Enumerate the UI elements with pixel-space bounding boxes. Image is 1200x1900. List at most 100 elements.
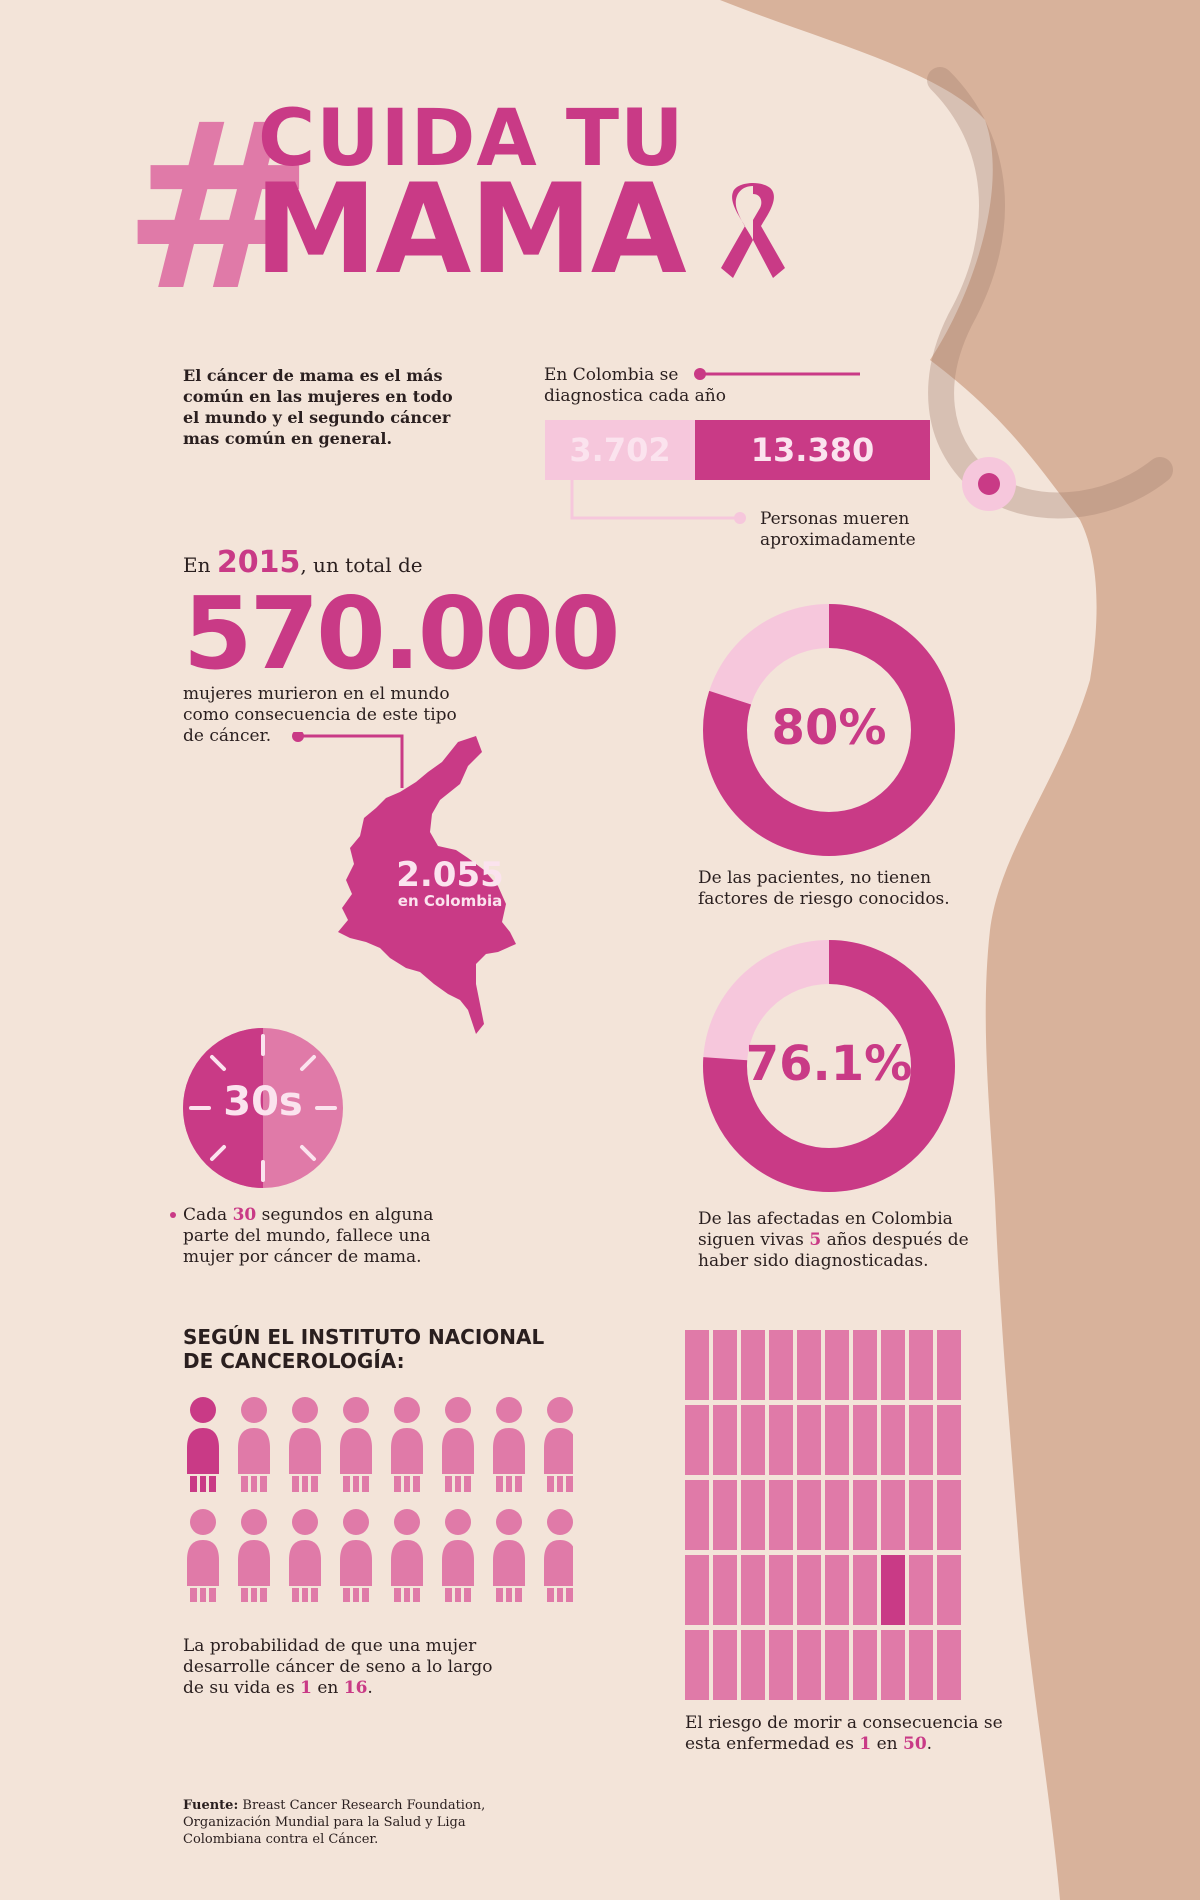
person-icon <box>391 1397 423 1492</box>
person-icon <box>493 1397 525 1492</box>
probability-caption: La probabilidad de que una mujer desarro… <box>183 1636 503 1699</box>
risk-cell <box>825 1330 849 1400</box>
risk-num2: 50 <box>903 1734 927 1754</box>
clock-caption-highlight: 30 <box>232 1205 257 1225</box>
risk-cell <box>685 1330 709 1400</box>
person-icon <box>442 1397 474 1492</box>
risk-cell-highlighted <box>881 1555 905 1625</box>
title-line-1: CUIDA TU <box>258 94 685 184</box>
risk-cell <box>713 1330 737 1400</box>
clock-caption-before: Cada <box>183 1205 228 1225</box>
risk-cell <box>769 1555 793 1625</box>
donut-76-chart <box>703 940 955 1192</box>
risk-after: . <box>926 1734 933 1754</box>
probability-num2: 16 <box>343 1678 368 1698</box>
risk-cell <box>937 1630 961 1700</box>
risk-cell <box>797 1405 821 1475</box>
risk-num1: 1 <box>859 1734 872 1754</box>
risk-cell <box>741 1405 765 1475</box>
donut-80-arc <box>703 604 955 856</box>
risk-cell <box>713 1480 737 1550</box>
probability-mid: en <box>317 1678 339 1698</box>
clock-value: 30s <box>223 1079 303 1125</box>
risk-cell <box>881 1480 905 1550</box>
risk-cell <box>853 1330 877 1400</box>
intro-text: El cáncer de mama es el más común en las… <box>183 366 453 448</box>
colombia-map-icon <box>292 732 516 1034</box>
risk-cell <box>769 1480 793 1550</box>
source-text: Breast Cancer Research Foundation, Organ… <box>183 1798 486 1847</box>
risk-caption: El riesgo de morir a consecuencia se est… <box>685 1713 1005 1755</box>
person-icon <box>340 1397 372 1492</box>
risk-cell <box>825 1630 849 1700</box>
risk-cell <box>741 1330 765 1400</box>
diagnosis-connectors <box>570 368 860 524</box>
person-icon <box>289 1397 321 1492</box>
clock-caption-after: segundos en alguna parte del mundo, fall… <box>183 1205 434 1267</box>
risk-cell <box>937 1330 961 1400</box>
source-note: Fuente: Breast Cancer Research Foundatio… <box>183 1797 523 1848</box>
risk-cell <box>937 1480 961 1550</box>
person-icon <box>187 1397 219 1492</box>
ribbon-icon <box>721 183 785 278</box>
stat-76-caption: De las afectadas en Colombia siguen viva… <box>698 1209 998 1272</box>
risk-cell <box>909 1330 933 1400</box>
risk-cell <box>909 1405 933 1475</box>
diagnosis-label: En Colombia se diagnostica cada año <box>544 365 726 406</box>
person-icon <box>544 1397 573 1492</box>
global-deaths-description: mujeres murieron en el mundo como consec… <box>183 684 457 746</box>
people-pictogram <box>187 1397 573 1602</box>
colombia-deaths-value: 2.055 <box>396 855 504 895</box>
risk-cell <box>797 1480 821 1550</box>
risk-cell <box>909 1555 933 1625</box>
risk-cell <box>881 1330 905 1400</box>
risk-cell <box>909 1480 933 1550</box>
person-icon <box>289 1509 321 1602</box>
person-icon <box>238 1509 270 1602</box>
probability-after: . <box>367 1678 373 1698</box>
year-line: En 2015, un total de <box>183 548 423 578</box>
donut-80-chart <box>703 604 955 856</box>
risk-cell <box>797 1630 821 1700</box>
risk-mid: en <box>876 1734 898 1754</box>
risk-cell <box>937 1555 961 1625</box>
risk-cell <box>685 1630 709 1700</box>
stat-76-caption-highlight: 5 <box>809 1230 822 1250</box>
risk-cell <box>853 1630 877 1700</box>
person-icon <box>340 1509 372 1602</box>
person-icon <box>391 1509 423 1602</box>
risk-cell <box>797 1555 821 1625</box>
risk-cell <box>769 1330 793 1400</box>
deaths-bar: 3.702 <box>545 420 695 480</box>
bullet-dot <box>170 1212 176 1218</box>
stat-80-caption: De las pacientes, no tienen factores de … <box>698 868 950 909</box>
title-line-2: MAMA <box>254 158 687 302</box>
risk-cell <box>769 1630 793 1700</box>
year-prefix: En <box>183 553 211 577</box>
risk-cell <box>825 1405 849 1475</box>
stat-76-value: 76.1% <box>745 1036 913 1092</box>
deaths-label: Personas mueren aproximadamente <box>760 509 916 550</box>
clock-icon <box>183 1028 343 1188</box>
risk-cell <box>881 1405 905 1475</box>
stat-76-caption-before: De las afectadas en Colombia siguen viva… <box>698 1209 953 1250</box>
risk-cell <box>909 1630 933 1700</box>
probability-caption-before: La probabilidad de que una mujer desarro… <box>183 1636 493 1698</box>
person-icon <box>544 1509 573 1602</box>
risk-cell <box>741 1555 765 1625</box>
year-suffix: , un total de <box>300 553 423 577</box>
risk-grid <box>685 1330 961 1700</box>
probability-num1: 1 <box>300 1678 312 1698</box>
risk-cell <box>853 1480 877 1550</box>
clock-caption: Cada 30 segundos en alguna parte del mun… <box>183 1205 453 1268</box>
risk-cell <box>685 1555 709 1625</box>
source-label: Fuente: <box>183 1798 239 1813</box>
person-icon <box>493 1509 525 1602</box>
donut-76-arc <box>703 940 955 1192</box>
risk-caption-before: El riesgo de morir a consecuencia se est… <box>685 1713 1003 1754</box>
risk-cell <box>685 1480 709 1550</box>
risk-cell <box>713 1405 737 1475</box>
person-icon <box>187 1509 219 1602</box>
